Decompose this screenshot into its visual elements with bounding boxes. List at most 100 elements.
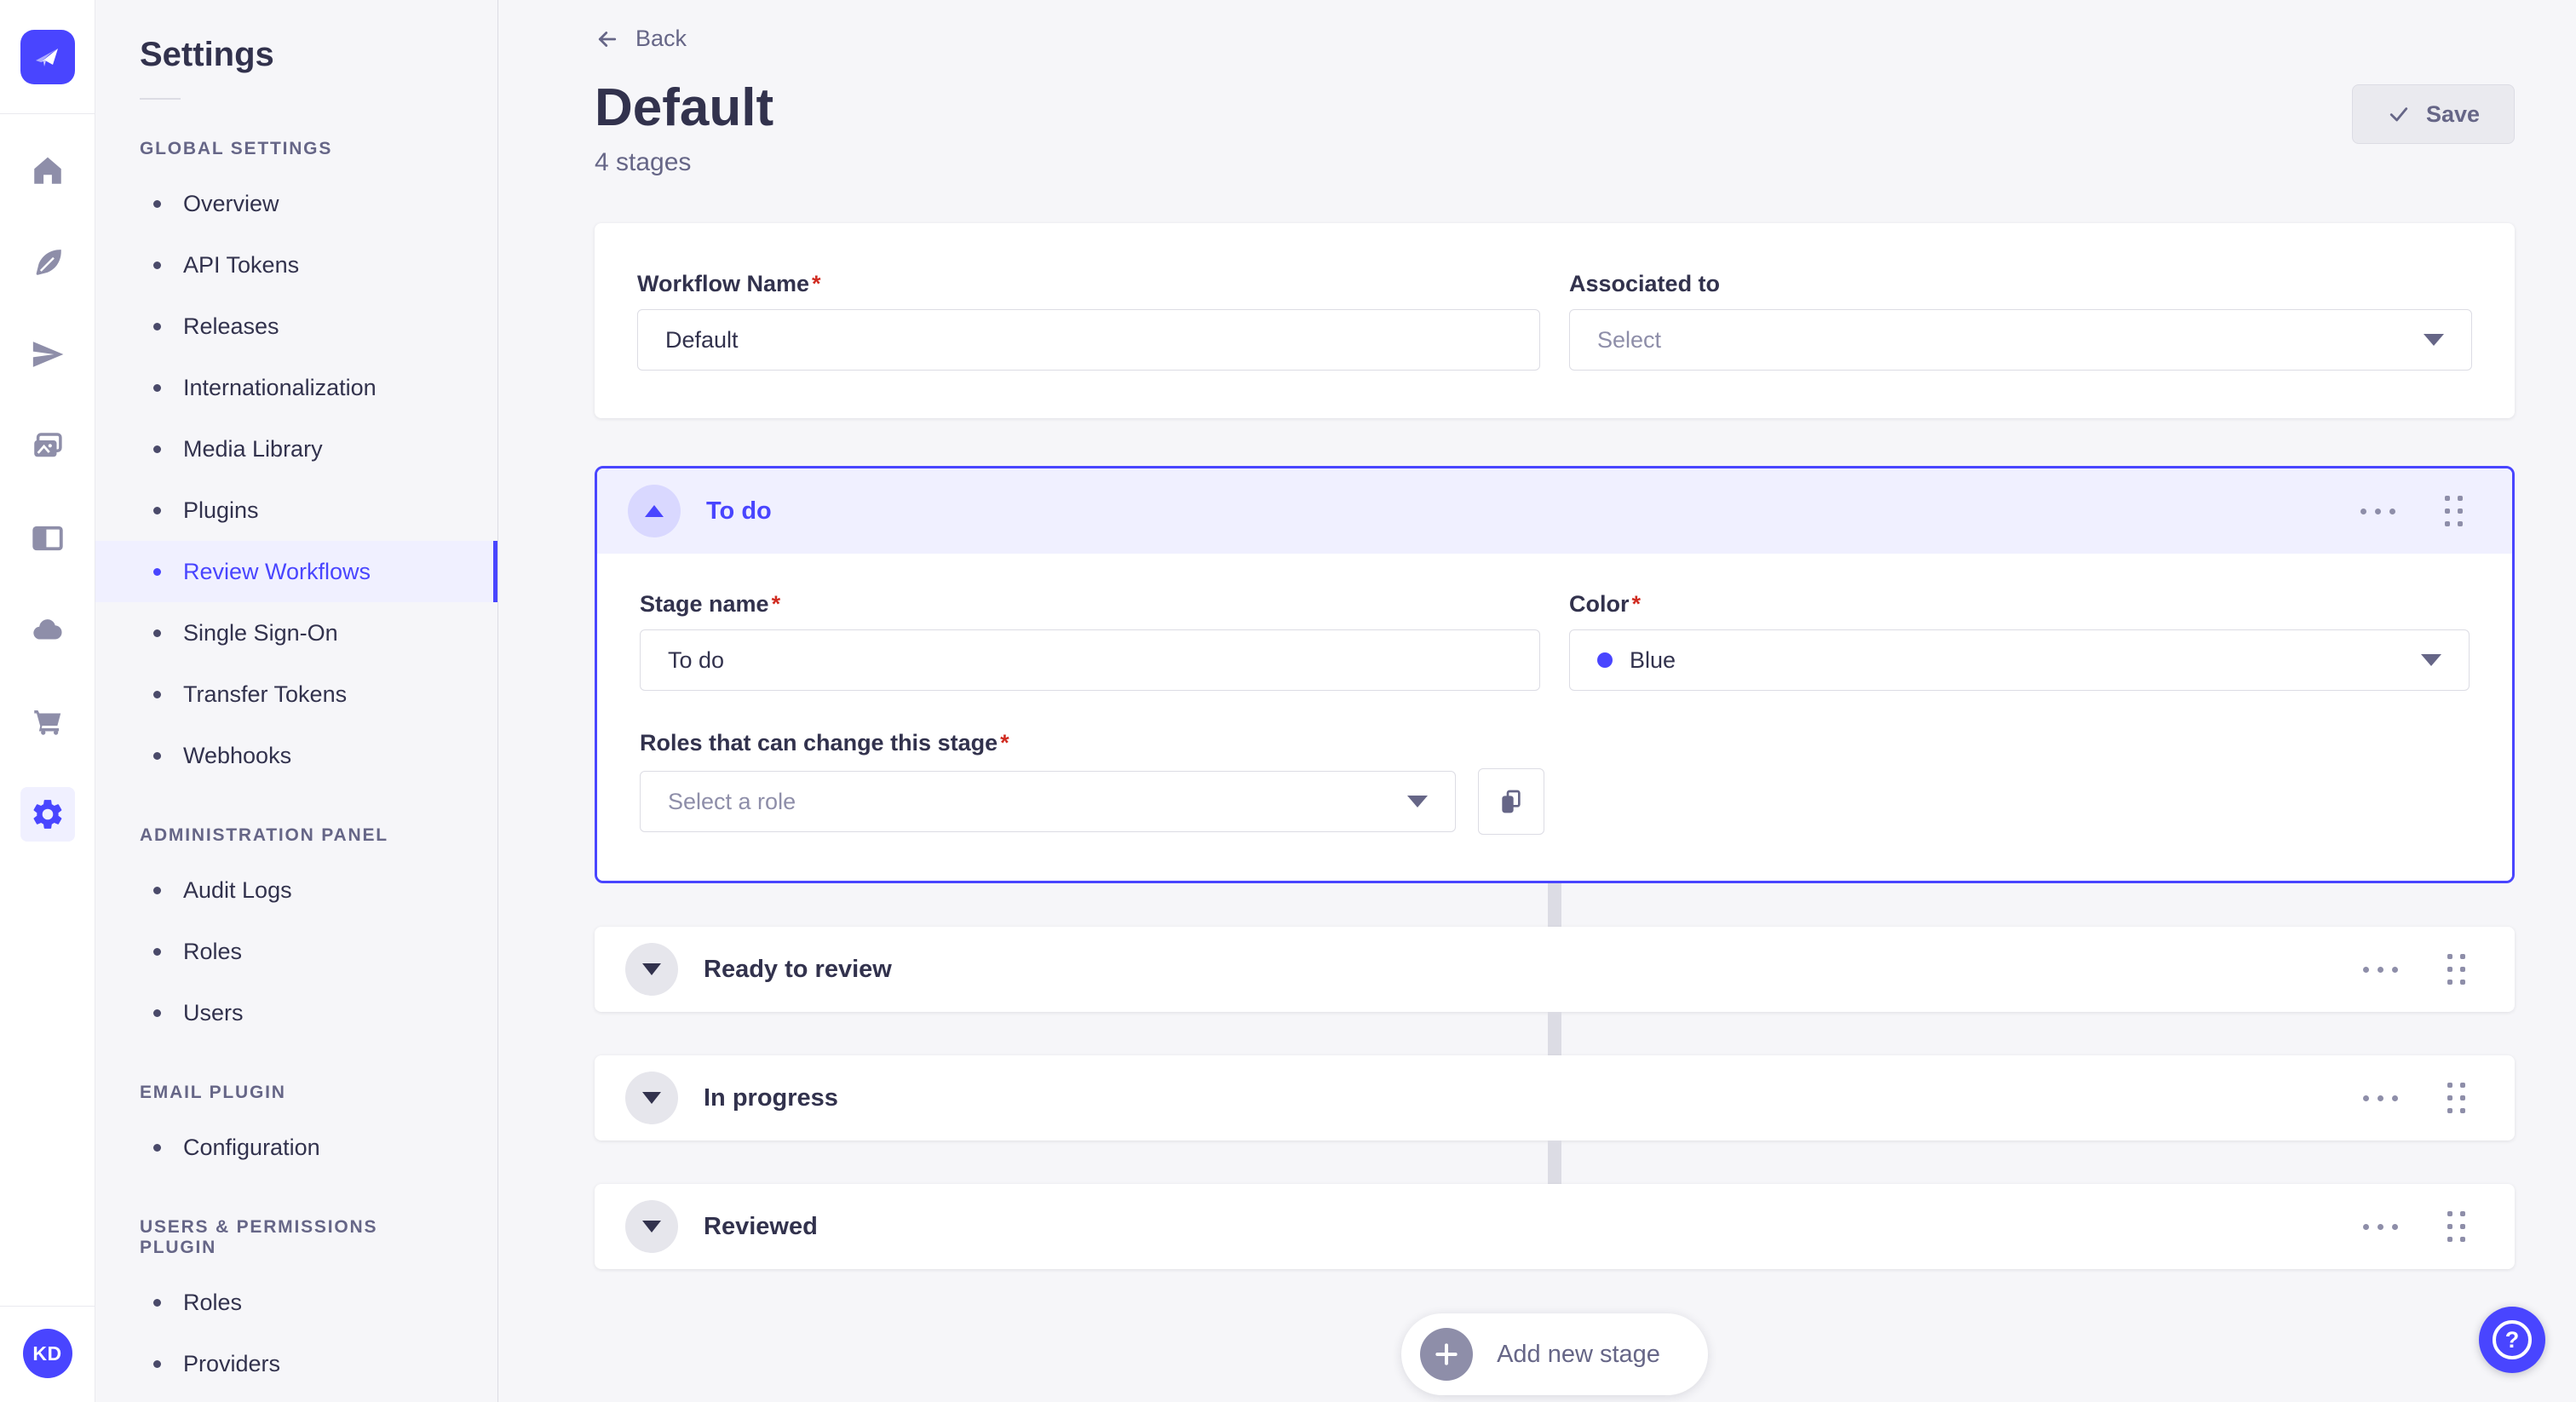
stage-connector (1548, 1012, 1561, 1056)
home-icon[interactable] (20, 143, 75, 198)
add-new-stage-button[interactable]: Add new stage (1401, 1313, 1708, 1396)
stage-header-actions (2363, 954, 2465, 985)
sidebar-item-overview[interactable]: Overview (95, 173, 497, 234)
chevron-down-icon (642, 963, 661, 976)
nav-rail: KD (0, 0, 95, 1402)
roles-label: Roles that can change this stage * (640, 730, 1009, 756)
logo-container (0, 0, 95, 114)
back-link[interactable]: Back (595, 0, 687, 52)
workflow-name-field: Workflow Name * (637, 271, 1540, 371)
drag-handle-icon[interactable] (2447, 1083, 2465, 1114)
bullet-icon (153, 383, 161, 392)
required-asterisk: * (771, 591, 781, 618)
workflow-form-card: Workflow Name* Associated to Select (595, 223, 2515, 419)
media-library-icon[interactable] (20, 419, 75, 474)
roles-placeholder: Select a role (668, 788, 796, 814)
duplicate-stage-button[interactable] (1478, 768, 1544, 836)
sidebar-item-configuration[interactable]: Configuration (95, 1117, 497, 1178)
question-mark-icon: ? (2493, 1320, 2532, 1359)
sidebar-item-single-sign-on[interactable]: Single Sign-On (95, 602, 497, 664)
sidebar-item-review-workflows[interactable]: Review Workflows (95, 541, 497, 602)
required-asterisk: * (1000, 730, 1009, 756)
collapse-stage-button[interactable] (628, 485, 681, 538)
sidebar-item-label: Internationalization (183, 374, 377, 400)
content-type-builder-icon[interactable] (20, 511, 75, 566)
sidebar-item-label: Overview (183, 190, 279, 216)
more-options-icon[interactable] (2363, 1095, 2398, 1101)
sidebar-item-admin-roles[interactable]: Roles (95, 921, 497, 982)
more-options-icon[interactable] (2363, 966, 2398, 973)
color-value: Blue (1630, 646, 1676, 673)
bullet-icon (153, 1359, 161, 1368)
strapi-logo[interactable] (20, 29, 75, 84)
content-manager-feather-icon[interactable] (20, 235, 75, 290)
copy-icon (1502, 790, 1521, 813)
sidebar-item-up-roles[interactable]: Roles (95, 1272, 497, 1333)
expand-stage-button[interactable] (625, 1072, 678, 1125)
stage-name-field: Stage name * (640, 591, 1540, 692)
bullet-icon (153, 445, 161, 453)
color-label: Color * (1569, 591, 1642, 618)
drag-handle-icon[interactable] (2445, 496, 2463, 527)
sidebar-item-webhooks[interactable]: Webhooks (95, 725, 497, 786)
bullet-icon (153, 886, 161, 894)
stage-header-actions (2360, 496, 2463, 527)
sidebar-item-media-library[interactable]: Media Library (95, 418, 497, 480)
settings-gear-icon[interactable] (20, 787, 75, 842)
sidebar-item-users[interactable]: Users (95, 982, 497, 1043)
stage-name-input[interactable] (640, 629, 1540, 692)
rail-icon-list (20, 114, 75, 842)
roles-select[interactable]: Select a role (640, 771, 1456, 833)
help-button[interactable]: ? (2479, 1307, 2545, 1373)
send-plane-icon[interactable] (20, 327, 75, 382)
stage-card-reviewed[interactable]: Reviewed (595, 1184, 2515, 1270)
bullet-icon (153, 751, 161, 760)
marketplace-cart-icon[interactable] (20, 695, 75, 750)
expand-stage-button[interactable] (625, 943, 678, 997)
sidebar-item-label: Review Workflows (183, 558, 371, 584)
required-asterisk: * (1631, 591, 1642, 618)
stage-card-in-progress[interactable]: In progress (595, 1055, 2515, 1141)
sidebar-item-audit-logs[interactable]: Audit Logs (95, 859, 497, 921)
save-label: Save (2425, 101, 2480, 127)
bullet-icon (153, 261, 161, 269)
stage-card-todo: To do Stage name* Color* (595, 466, 2515, 884)
sidebar-item-providers[interactable]: Providers (95, 1333, 497, 1394)
sidebar-item-internationalization[interactable]: Internationalization (95, 357, 497, 418)
sidebar-divider (140, 98, 181, 100)
stage-header-todo[interactable]: To do (597, 468, 2512, 554)
stage-count: 4 stages (595, 148, 692, 177)
color-select[interactable]: Blue (1569, 629, 2470, 692)
bullet-icon (153, 1008, 161, 1017)
more-options-icon[interactable] (2360, 508, 2395, 514)
cloud-icon[interactable] (20, 603, 75, 658)
main-content: Back Default 4 stages Save Workflow Name… (498, 0, 2576, 1402)
associated-to-select[interactable]: Select (1569, 309, 2472, 371)
sidebar-item-label: API Tokens (183, 251, 300, 278)
sidebar-item-transfer-tokens[interactable]: Transfer Tokens (95, 664, 497, 725)
sidebar-item-plugins[interactable]: Plugins (95, 480, 497, 541)
bullet-icon (153, 1298, 161, 1307)
chevron-up-icon (645, 505, 664, 518)
sidebar-item-label: Releases (183, 313, 279, 339)
workflow-name-input[interactable] (637, 309, 1540, 371)
more-options-icon[interactable] (2363, 1223, 2398, 1230)
sidebar-item-api-tokens[interactable]: API Tokens (95, 234, 497, 296)
sidebar-item-label: Audit Logs (183, 876, 292, 903)
sidebar-item-label: Webhooks (183, 742, 292, 768)
section-label-users-permissions-plugin: USERS & PERMISSIONS PLUGIN (140, 1217, 378, 1257)
sidebar-item-label: Single Sign-On (183, 619, 338, 646)
drag-handle-icon[interactable] (2447, 954, 2465, 985)
expand-stage-button[interactable] (625, 1200, 678, 1254)
required-asterisk: * (812, 271, 821, 297)
sidebar-item-label: Roles (183, 1289, 243, 1315)
sidebar-item-releases[interactable]: Releases (95, 296, 497, 357)
title-row: Default 4 stages Save (595, 78, 2515, 177)
drag-handle-icon[interactable] (2447, 1211, 2465, 1243)
stage-card-ready-to-review[interactable]: Ready to review (595, 927, 2515, 1013)
plus-icon (1420, 1328, 1474, 1382)
save-button[interactable]: Save (2351, 84, 2515, 144)
user-avatar[interactable]: KD (22, 1329, 72, 1378)
color-swatch (1597, 652, 1613, 669)
bullet-icon (153, 567, 161, 576)
